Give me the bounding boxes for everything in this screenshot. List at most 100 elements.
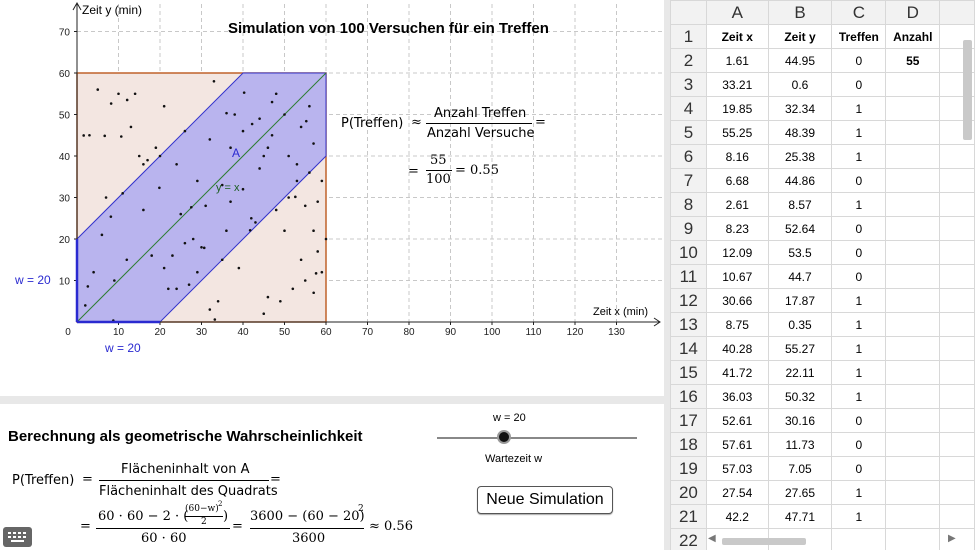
cell[interactable]: [939, 528, 975, 550]
row-header[interactable]: 13: [670, 312, 707, 337]
cell-d8[interactable]: [885, 192, 941, 217]
row-header[interactable]: 4: [670, 96, 707, 121]
row-header[interactable]: 9: [670, 216, 707, 241]
col-header-e[interactable]: [939, 0, 975, 25]
cell-b3[interactable]: 0.6: [767, 72, 833, 97]
cell-b15[interactable]: 22.11: [767, 360, 833, 385]
cell-c3[interactable]: 0: [831, 72, 887, 97]
cell-e18[interactable]: [939, 432, 975, 457]
row-header[interactable]: 10: [670, 240, 707, 265]
cell-e11[interactable]: [939, 264, 975, 289]
cell-e14[interactable]: [939, 336, 975, 361]
cell-d20[interactable]: [885, 480, 941, 505]
cell-d5[interactable]: [885, 120, 941, 145]
cell-b7[interactable]: 44.86: [767, 168, 833, 193]
cell-b5[interactable]: 48.39: [767, 120, 833, 145]
keyboard-icon[interactable]: [3, 527, 32, 547]
cell-a20[interactable]: 27.54: [705, 480, 769, 505]
cell-e21[interactable]: [939, 504, 975, 529]
cell-a5[interactable]: 55.25: [705, 120, 769, 145]
cell[interactable]: [885, 528, 941, 550]
cell-d3[interactable]: [885, 72, 941, 97]
cell-c17[interactable]: 0: [831, 408, 887, 433]
cell-d18[interactable]: [885, 432, 941, 457]
col-header-b[interactable]: B: [767, 0, 833, 25]
cell-a14[interactable]: 40.28: [705, 336, 769, 361]
row-header[interactable]: 22: [670, 528, 707, 550]
spreadsheet-view[interactable]: A B C D 1 Zeit x Zeit y Treffen Anzahl 2…: [670, 0, 975, 550]
cell-e15[interactable]: [939, 360, 975, 385]
cell-b1[interactable]: Zeit y: [767, 24, 833, 49]
cell-c10[interactable]: 0: [831, 240, 887, 265]
cell-a13[interactable]: 8.75: [705, 312, 769, 337]
horizontal-scrollbar[interactable]: ◀ ▶: [708, 533, 960, 546]
cell-c21[interactable]: 1: [831, 504, 887, 529]
cell-c14[interactable]: 1: [831, 336, 887, 361]
row-header[interactable]: 8: [670, 192, 707, 217]
row-header[interactable]: 5: [670, 120, 707, 145]
cell-c6[interactable]: 1: [831, 144, 887, 169]
cell[interactable]: [831, 528, 887, 550]
row-header[interactable]: 21: [670, 504, 707, 529]
row-header[interactable]: 20: [670, 480, 707, 505]
row-header[interactable]: 1: [670, 24, 707, 49]
cell-a1[interactable]: Zeit x: [705, 24, 769, 49]
cell-c11[interactable]: 0: [831, 264, 887, 289]
cell-e19[interactable]: [939, 456, 975, 481]
cell-d15[interactable]: [885, 360, 941, 385]
cell-a10[interactable]: 12.09: [705, 240, 769, 265]
cell-c2[interactable]: 0: [831, 48, 887, 73]
cell-e6[interactable]: [939, 144, 975, 169]
cell-b16[interactable]: 50.32: [767, 384, 833, 409]
cell-c12[interactable]: 1: [831, 288, 887, 313]
cell-a16[interactable]: 36.03: [705, 384, 769, 409]
cell-d9[interactable]: [885, 216, 941, 241]
cell-e20[interactable]: [939, 480, 975, 505]
cell-a6[interactable]: 8.16: [705, 144, 769, 169]
row-header[interactable]: 7: [670, 168, 707, 193]
cell-a7[interactable]: 6.68: [705, 168, 769, 193]
cell-e10[interactable]: [939, 240, 975, 265]
cell-a9[interactable]: 8.23: [705, 216, 769, 241]
cell-d14[interactable]: [885, 336, 941, 361]
col-header-d[interactable]: D: [885, 0, 941, 25]
cell-d21[interactable]: [885, 504, 941, 529]
cell-b9[interactable]: 52.64: [767, 216, 833, 241]
col-header-c[interactable]: C: [831, 0, 887, 25]
cell-e12[interactable]: [939, 288, 975, 313]
cell-d12[interactable]: [885, 288, 941, 313]
cell-b14[interactable]: 55.27: [767, 336, 833, 361]
cell-c7[interactable]: 0: [831, 168, 887, 193]
cell-d10[interactable]: [885, 240, 941, 265]
cell-e17[interactable]: [939, 408, 975, 433]
cell-d6[interactable]: [885, 144, 941, 169]
cell-c15[interactable]: 1: [831, 360, 887, 385]
row-header[interactable]: 11: [670, 264, 707, 289]
cell-d1[interactable]: Anzahl: [885, 24, 941, 49]
cell-c13[interactable]: 1: [831, 312, 887, 337]
cell-c16[interactable]: 1: [831, 384, 887, 409]
cell-d17[interactable]: [885, 408, 941, 433]
cell-b21[interactable]: 47.71: [767, 504, 833, 529]
cell-e16[interactable]: [939, 384, 975, 409]
cell-d2[interactable]: 55: [885, 48, 941, 73]
cell-a3[interactable]: 33.21: [705, 72, 769, 97]
slider-track[interactable]: [437, 437, 637, 439]
scroll-right-icon[interactable]: ▶: [948, 533, 956, 544]
cell-d7[interactable]: [885, 168, 941, 193]
cell-b6[interactable]: 25.38: [767, 144, 833, 169]
cell-b19[interactable]: 7.05: [767, 456, 833, 481]
row-header[interactable]: 14: [670, 336, 707, 361]
cell-e13[interactable]: [939, 312, 975, 337]
row-header[interactable]: 2: [670, 48, 707, 73]
cell-a19[interactable]: 57.03: [705, 456, 769, 481]
cell-d19[interactable]: [885, 456, 941, 481]
pane-divider-vertical[interactable]: [664, 0, 670, 550]
cell-d16[interactable]: [885, 384, 941, 409]
cell-b4[interactable]: 32.34: [767, 96, 833, 121]
scroll-thumb[interactable]: [722, 538, 806, 545]
row-header[interactable]: 6: [670, 144, 707, 169]
cell-b17[interactable]: 30.16: [767, 408, 833, 433]
cell-c4[interactable]: 1: [831, 96, 887, 121]
slider-knob[interactable]: [496, 430, 511, 444]
